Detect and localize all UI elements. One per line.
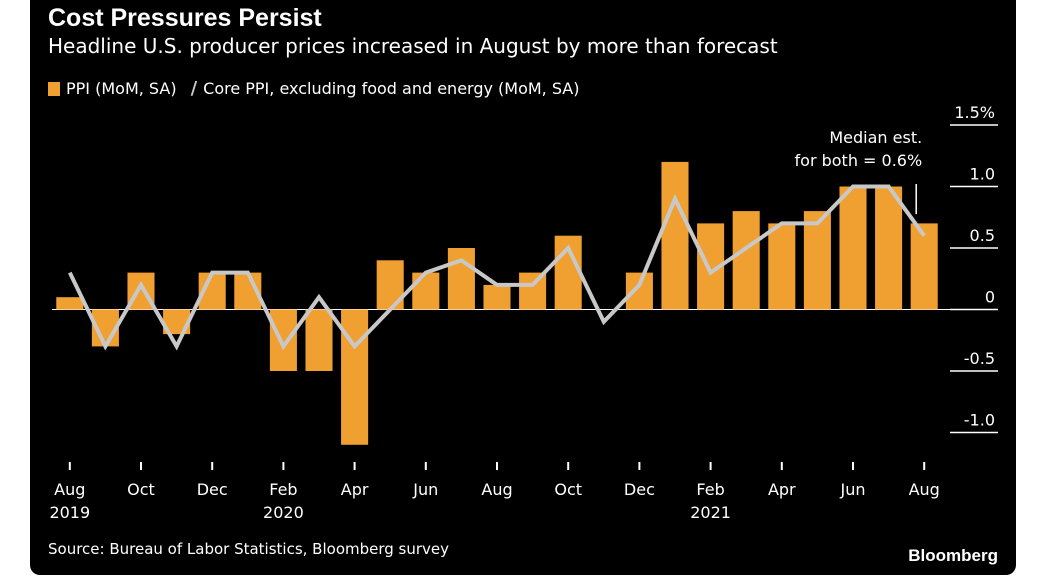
source-note: Source: Bureau of Labor Statistics, Bloo… <box>48 540 450 558</box>
y-tick-label: 0 <box>985 288 995 307</box>
x-tick-label: Aug <box>481 480 512 499</box>
x-tick-label: Dec <box>624 480 655 499</box>
legend-item-ppi: PPI (MoM, SA) <box>66 79 177 98</box>
bar-ppi <box>910 223 938 310</box>
y-tick-label: 1.0 <box>970 165 995 184</box>
y-tick-label: -1.0 <box>964 411 995 430</box>
bloomberg-logo: Bloomberg <box>908 546 998 565</box>
x-tick-label: Apr <box>768 480 796 499</box>
bar-ppi <box>483 284 511 310</box>
x-tick-label: Oct <box>127 480 155 499</box>
y-tick-label: 1.5% <box>954 103 995 122</box>
legend-line-swatch: / <box>190 78 198 99</box>
annotation-line-2: for both = 0.6% <box>795 151 923 170</box>
x-tick-label: Apr <box>341 480 369 499</box>
bar-ppi <box>732 211 760 310</box>
legend-item-core-ppi: Core PPI, excluding food and energy (MoM… <box>203 79 580 98</box>
chart-subtitle: Headline U.S. producer prices increased … <box>48 34 778 58</box>
x-tick-label: Feb <box>269 480 297 499</box>
legend: PPI (MoM, SA) / Core PPI, excluding food… <box>48 78 580 99</box>
x-tick-year: 2021 <box>690 503 731 522</box>
y-tick-label: -0.5 <box>964 349 995 368</box>
y-tick-label: 0.5 <box>970 226 995 245</box>
bar-ppi <box>768 223 796 310</box>
chart-title: Cost Pressures Persist <box>48 4 322 32</box>
x-tick-label: Feb <box>696 480 724 499</box>
x-tick-label: Jun <box>840 480 866 499</box>
bar-ppi <box>56 297 84 310</box>
chart-plot: 1.5% 1.0 0.5 0 -0.5 -1.0 Aug 2019 Oct Dec Feb 2020 A… <box>49 103 998 522</box>
x-tick-label: Dec <box>197 480 228 499</box>
x-tick-year: 2020 <box>263 503 304 522</box>
bar-ppi <box>341 309 369 445</box>
bar-ppi <box>519 272 547 310</box>
bar-ppi <box>412 272 440 310</box>
bar-ppi <box>447 248 475 310</box>
chart-frame: Cost Pressures Persist Headline U.S. pro… <box>30 0 1016 575</box>
bar-ppi <box>875 186 903 310</box>
legend-bar-swatch <box>48 81 60 96</box>
x-tick-label: Aug <box>909 480 940 499</box>
bar-ppi <box>661 161 689 310</box>
x-tick-year: 2019 <box>49 503 90 522</box>
bar-ppi <box>803 211 831 310</box>
x-tick-label: Jun <box>412 480 438 499</box>
x-tick-label: Aug <box>54 480 85 499</box>
bar-ppi <box>839 186 867 310</box>
x-tick-label: Oct <box>554 480 582 499</box>
bar-ppi <box>305 309 333 371</box>
annotation-line-1: Median est. <box>829 128 922 147</box>
bar-ppi <box>269 309 297 371</box>
bar-ppi <box>625 272 653 310</box>
line-core-ppi <box>67 184 926 351</box>
